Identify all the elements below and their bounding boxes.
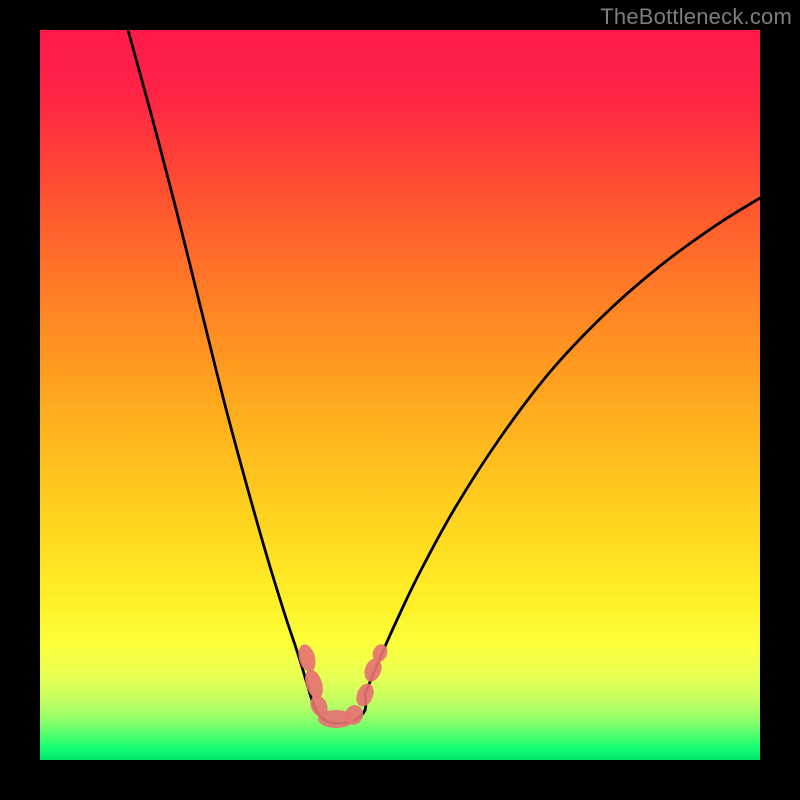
marker-point [353, 681, 377, 709]
marker-point [296, 642, 319, 673]
watermark-text: TheBottleneck.com [600, 4, 792, 30]
plot-area [40, 30, 760, 760]
data-markers [40, 30, 760, 760]
marker-point [302, 667, 326, 700]
chart-frame: TheBottleneck.com [0, 0, 800, 800]
